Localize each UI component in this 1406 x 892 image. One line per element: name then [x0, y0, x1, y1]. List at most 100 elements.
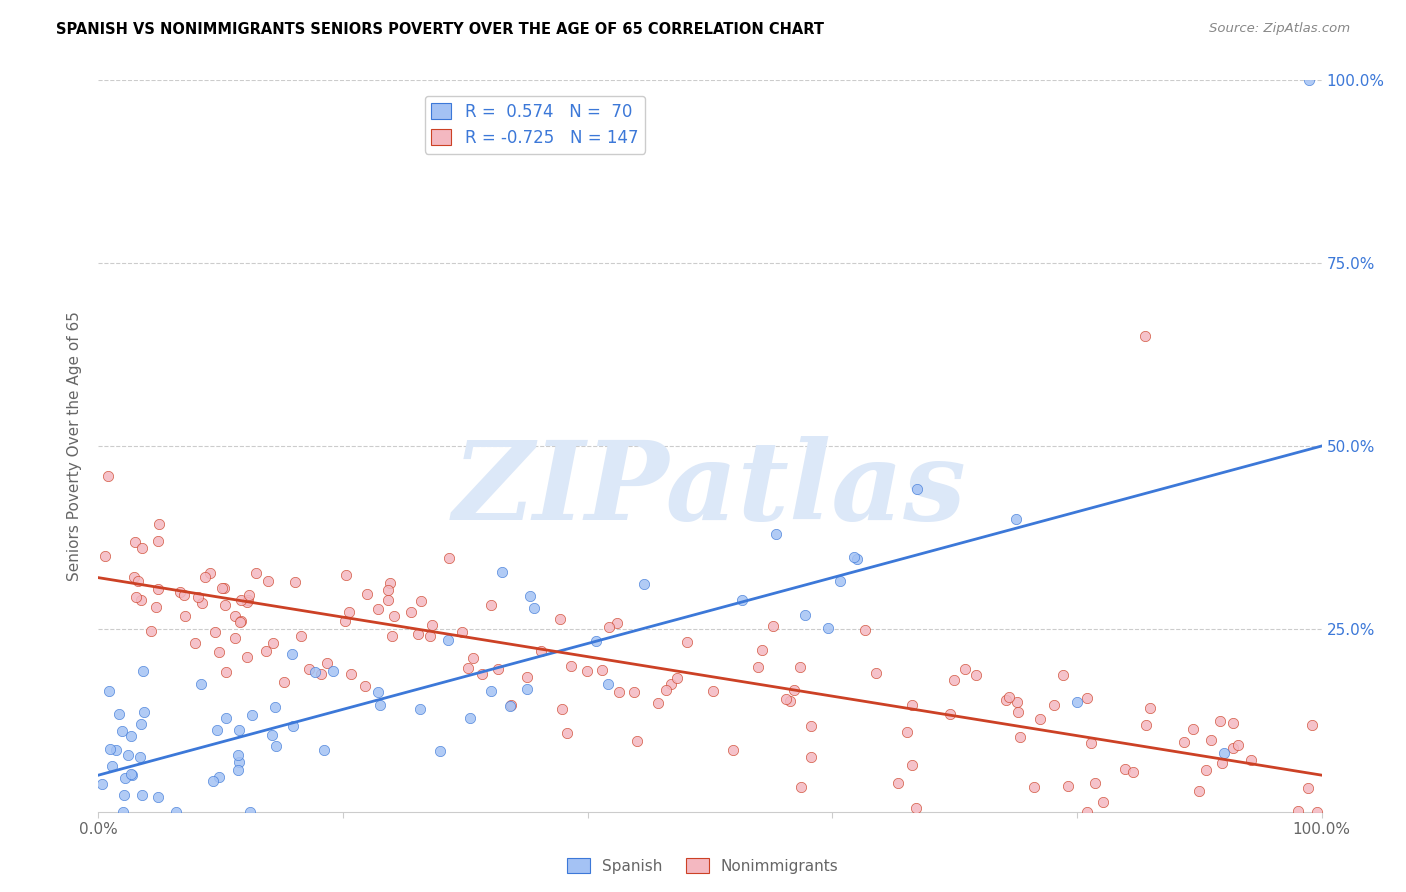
Point [208, 645, 231, 659]
Point [335, 568, 357, 582]
Point [312, 743, 335, 757]
Point [229, 615, 252, 629]
Point [1005, 695, 1028, 709]
Point [377, 592, 399, 607]
Point [204, 624, 226, 639]
Point [799, 749, 821, 764]
Point [124, 570, 146, 584]
Point [779, 694, 801, 708]
Point [731, 593, 754, 607]
Point [994, 693, 1017, 707]
Point [212, 582, 235, 596]
Point [260, 728, 283, 742]
Point [184, 636, 207, 650]
Point [124, 535, 146, 549]
Point [765, 527, 787, 541]
Point [264, 700, 287, 714]
Point [1056, 779, 1078, 793]
Point [1122, 764, 1144, 779]
Point [1222, 716, 1244, 731]
Point [1092, 795, 1115, 809]
Point [1114, 762, 1136, 776]
Legend: Spanish, Nonimmigrants: Spanish, Nonimmigrants [561, 852, 845, 880]
Point [254, 644, 277, 658]
Point [939, 707, 962, 722]
Point [904, 801, 927, 815]
Point [1209, 714, 1232, 728]
Point [208, 770, 231, 784]
Point [1173, 735, 1195, 749]
Point [548, 611, 571, 625]
Point [98, 742, 121, 756]
Point [491, 566, 513, 580]
Point [900, 698, 922, 713]
Point [368, 698, 391, 713]
Point [377, 582, 399, 597]
Point [609, 684, 631, 698]
Point [665, 672, 688, 686]
Point [132, 664, 155, 678]
Point [751, 643, 773, 657]
Point [1240, 753, 1263, 767]
Point [194, 570, 217, 584]
Point [406, 627, 429, 641]
Point [121, 768, 143, 782]
Point [1004, 512, 1026, 526]
Point [382, 609, 405, 624]
Point [381, 629, 404, 643]
Point [339, 667, 361, 681]
Point [420, 617, 443, 632]
Point [458, 711, 481, 725]
Point [1286, 804, 1309, 818]
Y-axis label: Seniors Poverty Over the Age of 65: Seniors Poverty Over the Age of 65 [67, 311, 83, 581]
Point [606, 615, 628, 630]
Point [702, 684, 724, 698]
Point [598, 619, 620, 633]
Point [457, 661, 479, 675]
Point [516, 681, 538, 696]
Point [1139, 700, 1161, 714]
Point [463, 651, 485, 665]
Point [523, 600, 546, 615]
Point [762, 619, 785, 633]
Point [1135, 718, 1157, 732]
Point [239, 805, 262, 819]
Point [1298, 73, 1320, 87]
Point [131, 789, 153, 803]
Point [117, 747, 139, 762]
Point [281, 719, 304, 733]
Point [94, 549, 117, 563]
Point [309, 667, 332, 681]
Point [211, 581, 233, 595]
Point [224, 631, 246, 645]
Point [228, 723, 250, 737]
Point [245, 566, 267, 580]
Point [229, 592, 252, 607]
Point [173, 588, 195, 602]
Point [828, 574, 851, 589]
Point [596, 677, 619, 691]
Point [1076, 691, 1098, 706]
Point [148, 534, 170, 549]
Point [236, 592, 259, 607]
Point [775, 691, 797, 706]
Point [148, 790, 170, 805]
Point [166, 805, 188, 819]
Point [481, 598, 503, 612]
Point [1084, 776, 1107, 790]
Point [129, 716, 152, 731]
Point [623, 685, 645, 699]
Point [499, 698, 522, 713]
Point [998, 690, 1021, 704]
Point [1188, 784, 1211, 798]
Point [853, 624, 876, 638]
Point [842, 550, 865, 565]
Point [626, 734, 648, 748]
Point [1052, 668, 1074, 682]
Point [1222, 740, 1244, 755]
Point [1212, 746, 1234, 760]
Point [747, 659, 769, 673]
Point [411, 593, 433, 607]
Point [353, 679, 375, 693]
Point [794, 608, 817, 623]
